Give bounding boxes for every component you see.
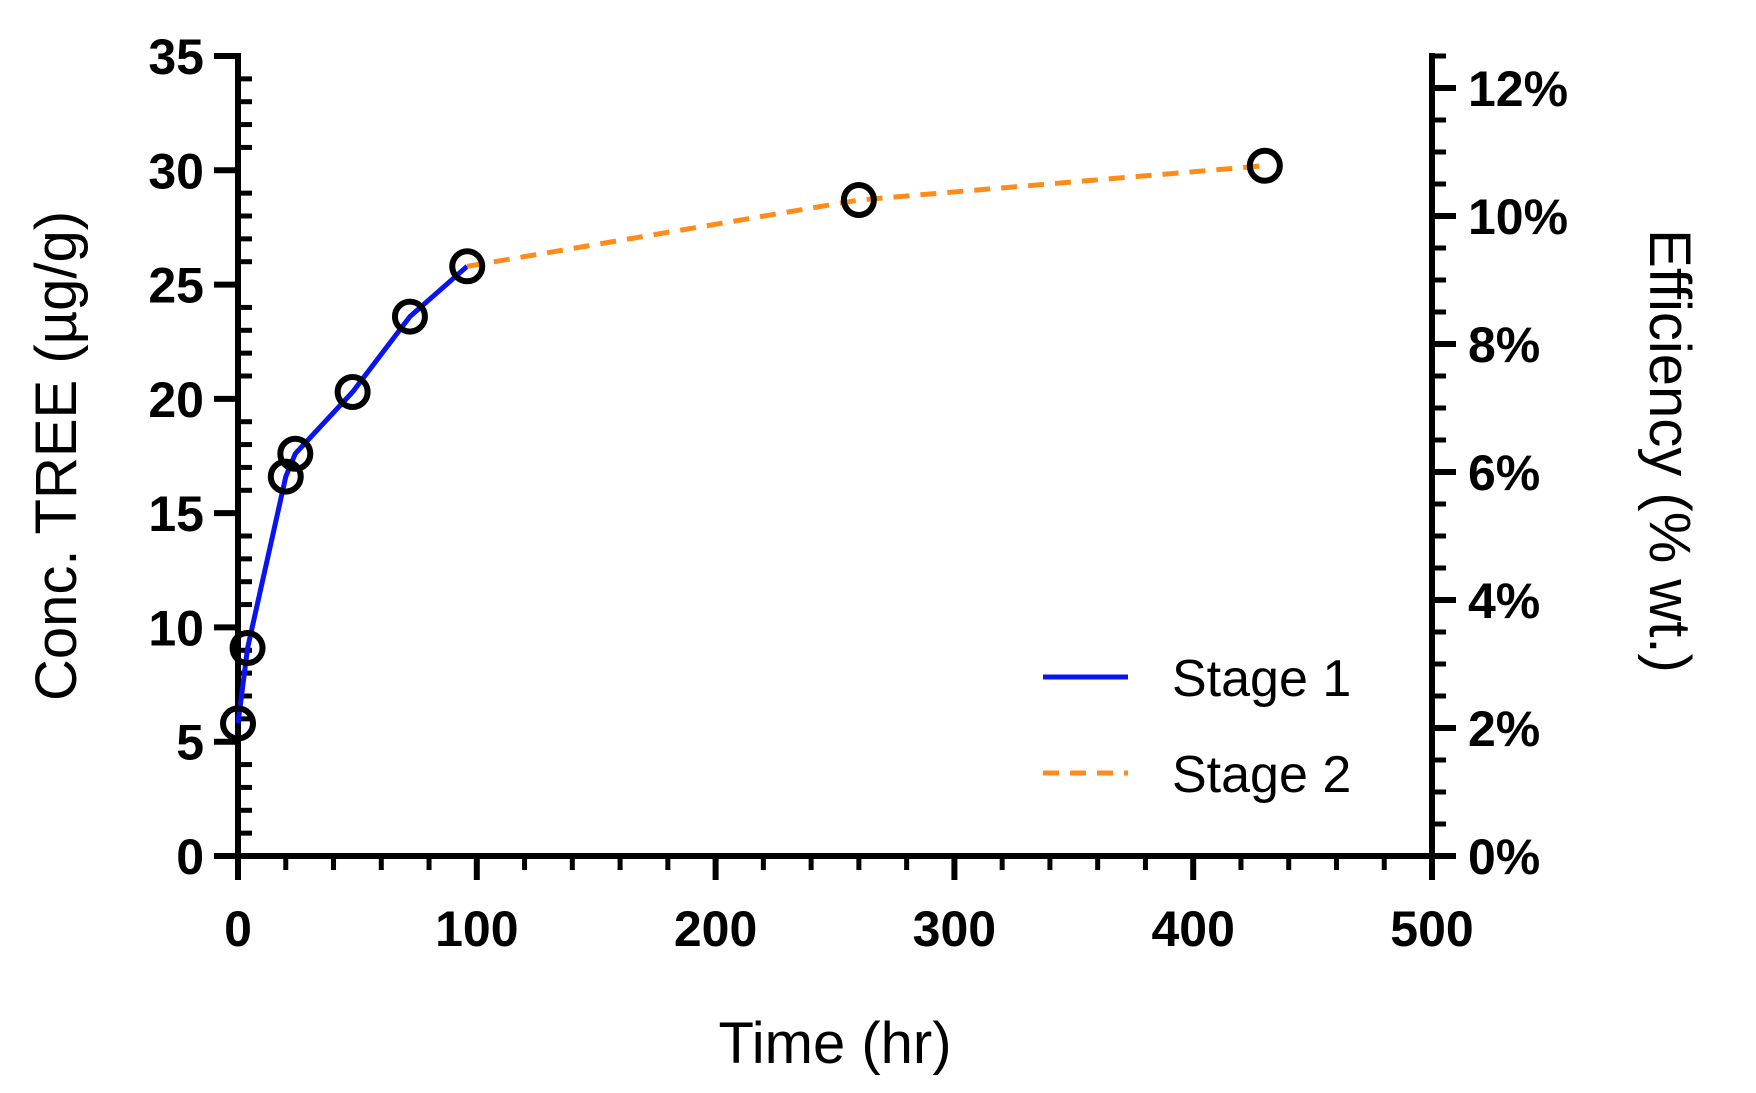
x-tick-label: 200 — [674, 901, 757, 957]
legend-label-2: Stage 2 — [1172, 746, 1351, 804]
y-tick-label: 20 — [148, 372, 204, 428]
y2-tick-label: 12% — [1468, 61, 1568, 117]
y2-tick-label: 6% — [1468, 445, 1540, 501]
data-point — [840, 182, 877, 218]
markers-layer — [220, 147, 1283, 742]
y2-tick-label: 2% — [1468, 701, 1540, 757]
data-point — [391, 298, 428, 335]
x-axis-title: Time (hr) — [718, 1011, 951, 1076]
x-tick-label: 0 — [224, 901, 252, 957]
y-tick-label: 35 — [148, 29, 204, 85]
x-tick-label: 400 — [1151, 901, 1234, 957]
y2-tick-label: 8% — [1468, 317, 1540, 373]
y-tick-label: 25 — [148, 258, 204, 314]
x-tick-label: 100 — [435, 901, 518, 957]
series-layer — [235, 163, 1266, 724]
data-point — [1246, 147, 1283, 184]
y2-tick-label: 4% — [1468, 573, 1540, 629]
data-point — [277, 435, 314, 472]
y-tick-label: 10 — [148, 600, 204, 656]
x-tick-label: 500 — [1390, 901, 1473, 957]
data-point — [229, 630, 266, 666]
legend: Stage 1 Stage 2 — [1043, 650, 1351, 804]
y-tick-label: 30 — [148, 143, 204, 199]
y2-axis-title: Efficiency (% wt.) — [1637, 229, 1702, 673]
series-line-1 — [235, 264, 469, 724]
y2-tick-label: 0% — [1468, 829, 1540, 885]
y2-tick-label: 10% — [1468, 189, 1568, 245]
data-point — [449, 248, 486, 285]
x-tick-label: 300 — [913, 901, 996, 957]
y-tick-label: 15 — [148, 486, 204, 542]
data-point — [220, 705, 256, 742]
y-tick-label: 0 — [176, 829, 204, 885]
axes: 0 5 10 15 20 25 30 35 0 100 200 300 400 500 0% 2% 4% 6% 8%… — [24, 29, 1702, 1076]
y-tick-label: 5 — [176, 715, 204, 771]
y-axis-title: Conc. TREE (µg/g) — [24, 211, 89, 701]
data-point — [334, 374, 371, 410]
legend-label-1: Stage 1 — [1172, 650, 1351, 708]
